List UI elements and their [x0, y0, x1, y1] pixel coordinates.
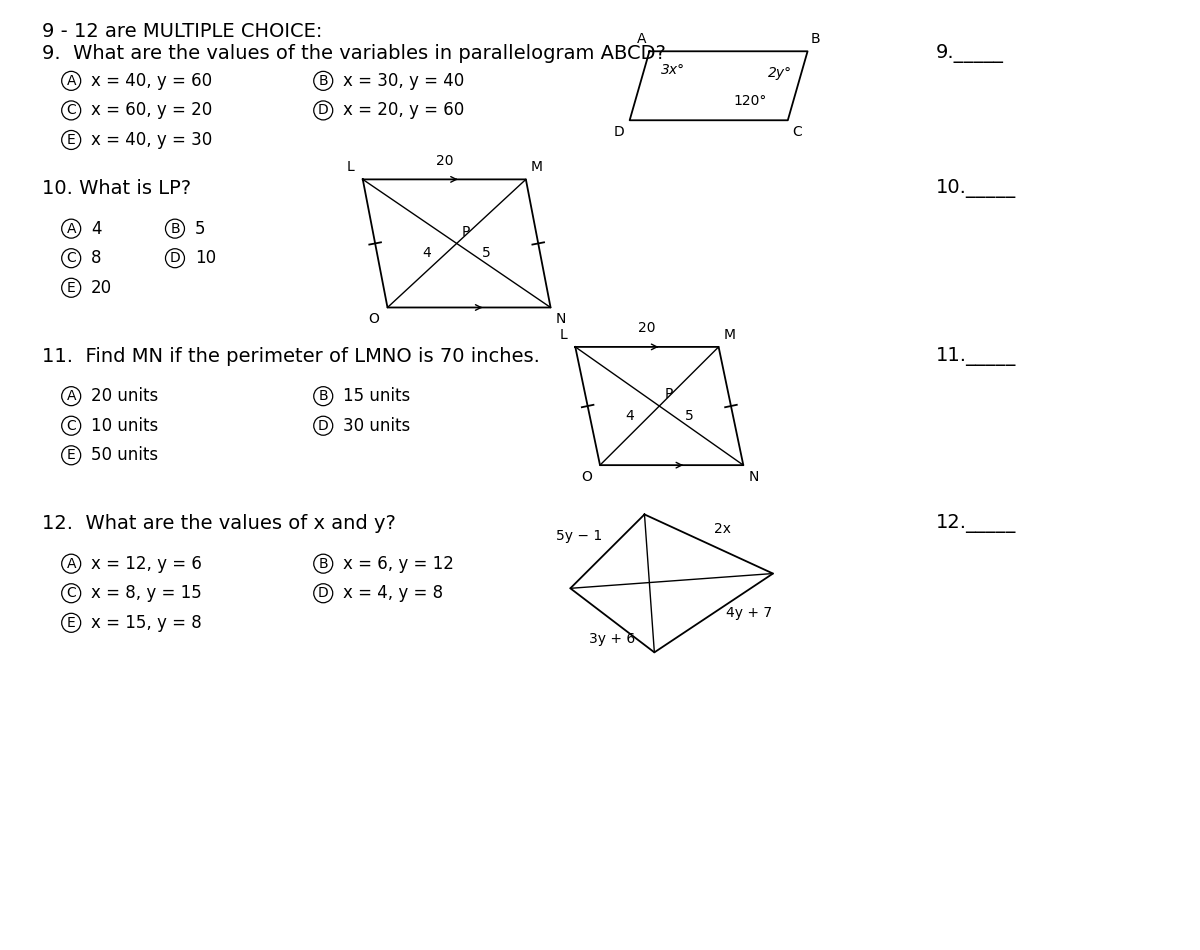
Text: x = 4, y = 8: x = 4, y = 8 [343, 584, 443, 602]
Text: P: P [462, 224, 470, 238]
Text: 10. What is LP?: 10. What is LP? [42, 180, 191, 199]
Text: B: B [318, 557, 328, 571]
Text: A: A [66, 74, 76, 87]
Text: C: C [66, 419, 76, 433]
Text: B: B [318, 390, 328, 403]
Text: 11.  Find MN if the perimeter of LMNO is 70 inches.: 11. Find MN if the perimeter of LMNO is … [42, 347, 540, 366]
Text: E: E [67, 133, 76, 147]
Text: 9.  What are the values of the variables in parallelogram ABCD?: 9. What are the values of the variables … [42, 45, 666, 64]
Text: 5: 5 [194, 219, 205, 238]
Text: 12.  What are the values of x and y?: 12. What are the values of x and y? [42, 514, 396, 533]
Text: B: B [318, 74, 328, 87]
Text: 3y + 6: 3y + 6 [589, 632, 636, 646]
Text: 9._____: 9._____ [936, 45, 1004, 64]
Text: 12._____: 12._____ [936, 514, 1016, 533]
Text: N: N [749, 470, 758, 484]
Text: 10 units: 10 units [91, 417, 158, 435]
Text: 20: 20 [91, 278, 112, 296]
Text: 50 units: 50 units [91, 446, 158, 465]
Text: 5y − 1: 5y − 1 [557, 529, 602, 543]
Text: x = 30, y = 40: x = 30, y = 40 [343, 72, 464, 90]
Text: 120°: 120° [733, 94, 767, 108]
Text: A: A [637, 32, 647, 47]
Text: N: N [556, 313, 566, 327]
Text: D: D [318, 104, 329, 118]
Text: B: B [170, 221, 180, 236]
Text: O: O [581, 470, 592, 484]
Text: M: M [724, 328, 736, 342]
Text: D: D [318, 419, 329, 433]
Text: 15 units: 15 units [343, 388, 410, 405]
Text: C: C [793, 125, 803, 140]
Text: M: M [530, 161, 542, 175]
Text: 9 - 12 are MULTIPLE CHOICE:: 9 - 12 are MULTIPLE CHOICE: [42, 22, 322, 41]
Text: x = 12, y = 6: x = 12, y = 6 [91, 555, 202, 573]
Text: 4: 4 [625, 408, 634, 423]
Text: 11._____: 11._____ [936, 347, 1016, 366]
Text: A: A [66, 557, 76, 571]
Text: 2y°: 2y° [768, 66, 792, 80]
Text: B: B [810, 32, 820, 47]
Text: x = 15, y = 8: x = 15, y = 8 [91, 614, 202, 632]
Text: 2x: 2x [714, 522, 731, 536]
Text: 4: 4 [422, 246, 432, 260]
Text: A: A [66, 390, 76, 403]
Text: C: C [66, 586, 76, 600]
Text: A: A [66, 221, 76, 236]
Text: P: P [665, 387, 673, 401]
Text: x = 6, y = 12: x = 6, y = 12 [343, 555, 454, 573]
Text: 10: 10 [194, 249, 216, 267]
Text: 4y + 7: 4y + 7 [726, 606, 772, 620]
Text: x = 40, y = 30: x = 40, y = 30 [91, 131, 212, 149]
Text: 5: 5 [482, 246, 491, 260]
Text: C: C [66, 251, 76, 265]
Text: 30 units: 30 units [343, 417, 410, 435]
Text: C: C [66, 104, 76, 118]
Text: 4: 4 [91, 219, 102, 238]
Text: 20: 20 [638, 321, 655, 335]
Text: E: E [67, 616, 76, 630]
Text: x = 20, y = 60: x = 20, y = 60 [343, 102, 464, 120]
Text: D: D [169, 251, 180, 265]
Text: E: E [67, 281, 76, 294]
Text: L: L [347, 161, 355, 175]
Text: x = 40, y = 60: x = 40, y = 60 [91, 72, 212, 90]
Text: 10._____: 10._____ [936, 180, 1016, 199]
Text: 8: 8 [91, 249, 102, 267]
Text: x = 8, y = 15: x = 8, y = 15 [91, 584, 202, 602]
Text: 5: 5 [684, 408, 694, 423]
Text: x = 60, y = 20: x = 60, y = 20 [91, 102, 212, 120]
Text: E: E [67, 448, 76, 463]
Text: O: O [368, 313, 379, 327]
Text: 20 units: 20 units [91, 388, 158, 405]
Text: L: L [559, 328, 568, 342]
Text: D: D [614, 125, 625, 140]
Text: 20: 20 [436, 154, 454, 167]
Text: D: D [318, 586, 329, 600]
Text: 3x°: 3x° [661, 63, 685, 77]
